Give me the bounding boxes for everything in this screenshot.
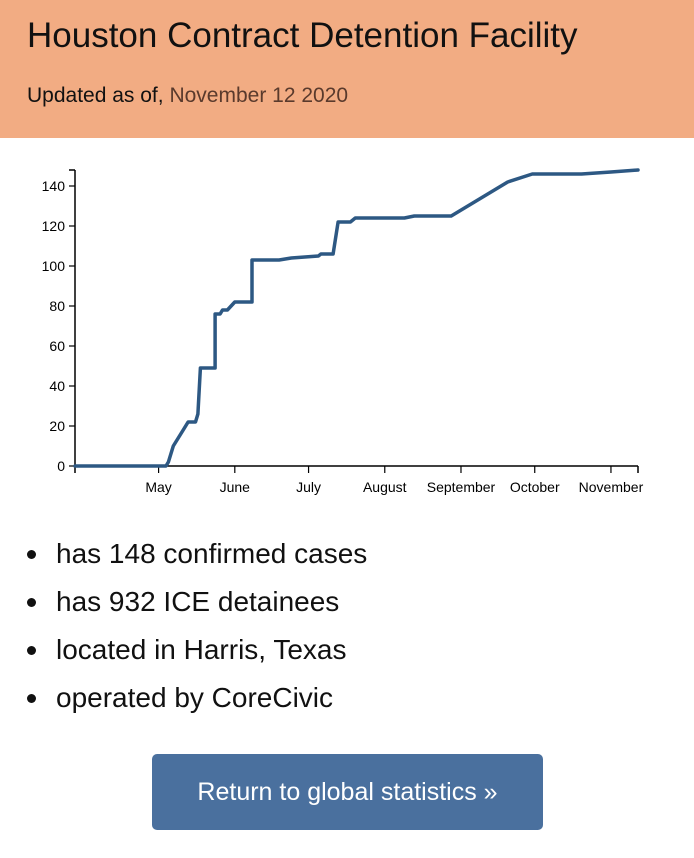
x-tick-label: September (427, 479, 496, 495)
facility-facts-list: has 148 confirmed cases has 932 ICE deta… (0, 530, 694, 722)
x-tick-label: May (145, 479, 171, 495)
page-header: Houston Contract Detention Facility Upda… (0, 0, 694, 138)
y-axis: 0 20 40 60 80 100 120 140 (42, 169, 76, 474)
cases-line-chart: 0 20 40 60 80 100 120 140 May June July August Sept… (42, 168, 644, 495)
y-tick-label: 0 (57, 458, 65, 474)
bullet-icon (27, 694, 36, 703)
fact-operator: operated by CoreCivic (0, 674, 694, 722)
x-tick-label: August (363, 479, 407, 495)
x-axis: May June July August September October Novembe… (74, 465, 644, 495)
bullet-icon (27, 550, 36, 559)
y-tick-label: 80 (49, 298, 65, 314)
x-tick-label: October (510, 479, 560, 495)
updated-line: Updated as of, November 12 2020 (27, 84, 348, 108)
bullet-icon (27, 598, 36, 607)
y-tick-label: 40 (49, 378, 65, 394)
bullet-icon (27, 646, 36, 655)
confirmed-cases-line (73, 168, 640, 468)
y-tick-label: 100 (42, 258, 66, 274)
x-tick-label: July (296, 479, 321, 495)
updated-date: November 12 2020 (169, 84, 349, 107)
x-tick-label: November (579, 479, 644, 495)
page-title: Houston Contract Detention Facility (27, 16, 578, 55)
return-to-global-statistics-button[interactable]: Return to global statistics » (152, 754, 543, 830)
fact-ice-detainees: has 932 ICE detainees (0, 578, 694, 626)
y-tick-label: 20 (49, 418, 65, 434)
x-tick-label: June (220, 479, 251, 495)
updated-label: Updated as of, (27, 84, 164, 107)
fact-location: located in Harris, Texas (0, 626, 694, 674)
y-tick-label: 120 (42, 218, 66, 234)
y-tick-label: 140 (42, 178, 66, 194)
fact-confirmed-cases: has 148 confirmed cases (0, 530, 694, 578)
y-tick-label: 60 (49, 338, 65, 354)
